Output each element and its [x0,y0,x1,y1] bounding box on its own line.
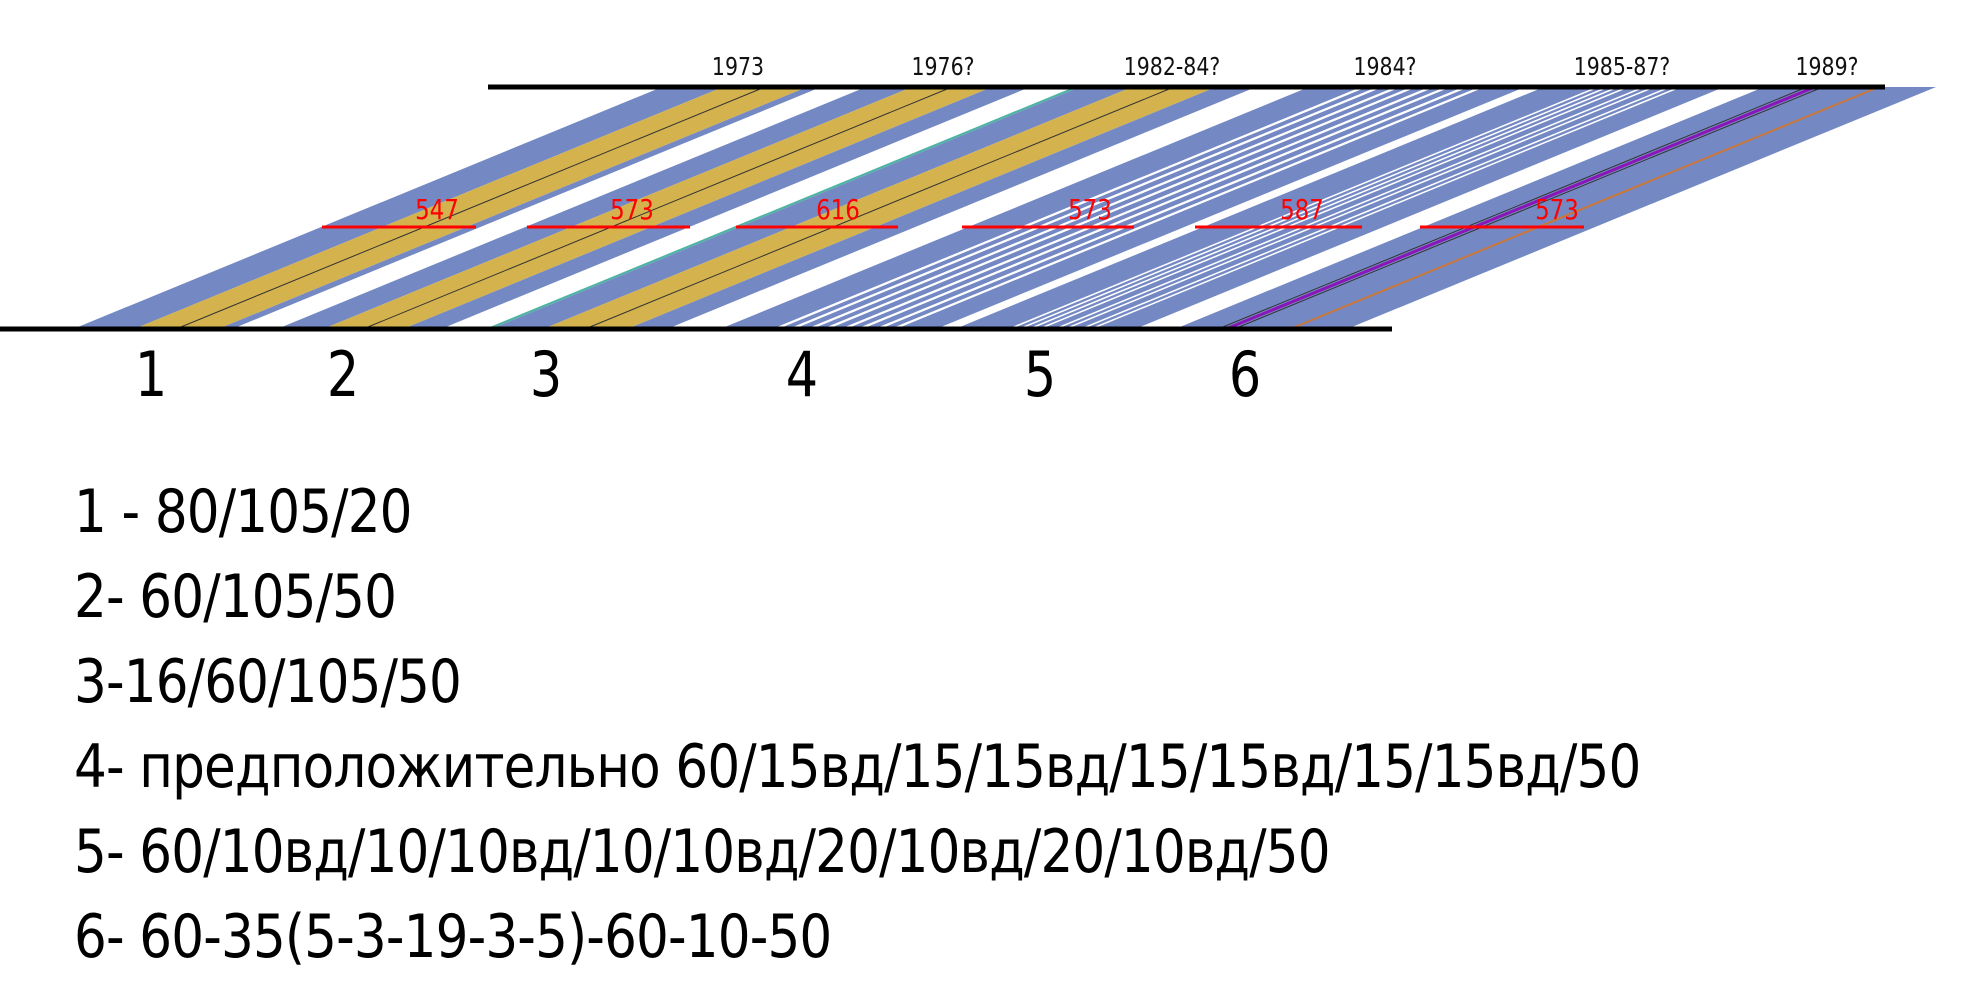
red-marker-value: 616 [816,194,860,227]
stripe-blue [403,87,1030,329]
accent-line [1289,86,1880,330]
band-2 [277,86,1030,330]
stripe-blue [1021,87,1616,329]
stripe-blue [1031,87,1626,329]
red-marker-value: 547 [415,194,459,227]
red-marker-value: 573 [1068,194,1112,227]
legend-item-5: 5- 60/10вд/10/10вд/10/10вд/20/10вд/20/10… [74,817,1331,887]
legend-item-2: 2- 60/105/50 [74,562,397,632]
band-number-label: 1 [135,339,167,411]
red-marker-value: 587 [1280,194,1324,227]
stripe-blue [955,87,1596,329]
stripe-blue [73,87,723,329]
band-6 [1175,86,1936,330]
legend-item-4: 4- предположительно 60/15вд/15/15вд/15/1… [74,732,1641,802]
stripe-blue [862,87,1463,329]
stripe-blue [627,87,1256,329]
band-1 [73,86,821,330]
hairline [1233,86,1824,330]
band-3 [485,86,1256,330]
stripe-blue [846,87,1445,329]
stripe-blue [880,87,1479,329]
legend-item-6: 6- 60-35(5-3-19-3-5)-60-10-50 [74,902,832,972]
hairline [175,86,766,330]
red-markers: 547 573 616 573 587 573 [322,194,1584,229]
stripe-blue [1083,87,1678,329]
legend: 1 - 80/105/20 2- 60/105/50 3-16/60/105/5… [74,470,1895,980]
band-5 [955,87,1724,329]
stripe-blue [794,87,1395,329]
band-stripes [73,86,1936,330]
band-4 [720,87,1525,329]
stripe-blue [277,87,912,329]
stripe-blue [1011,87,1606,329]
year-label: 1989? [1795,53,1858,81]
band-number-label: 3 [530,339,562,411]
hairline [1217,86,1808,330]
legend-item-1: 1 - 80/105/20 [74,477,413,547]
red-marker-value: 573 [610,194,654,227]
stripe-blue [491,87,1132,329]
stripe-blue [1057,87,1652,329]
hairline [362,86,953,330]
red-marker-value: 573 [1535,194,1579,227]
band-number-label: 2 [327,339,359,411]
year-label: 1973 [712,53,764,81]
stripe-blue [778,87,1377,329]
stripe-blue [1093,87,1724,329]
stripe-purple [1222,87,1819,329]
stripe-blue [1041,87,1642,329]
stripe-blue [812,87,1411,329]
year-label: 1976? [911,53,974,81]
stripe-blue [896,87,1525,329]
stripe-blue [218,87,821,329]
year-label: 1984? [1353,53,1416,81]
stripe-teal [485,87,1080,329]
axis-labels: 1973 1976? 1982-84? 1984? 1985-87? 1989? 1 2 3 4 5… [135,53,1859,411]
stripe-blue [720,87,1361,329]
year-label: 1985-87? [1574,53,1671,81]
stripe-blue [1067,87,1668,329]
legend-item-3: 3-16/60/105/50 [74,647,462,717]
band-number-label: 6 [1229,339,1261,411]
axes [0,84,1885,332]
band-number-label: 5 [1024,339,1056,411]
band-number-label: 4 [786,339,818,411]
year-label: 1982-84? [1124,53,1221,81]
hairline [584,86,1175,330]
stripe-blue [828,87,1429,329]
